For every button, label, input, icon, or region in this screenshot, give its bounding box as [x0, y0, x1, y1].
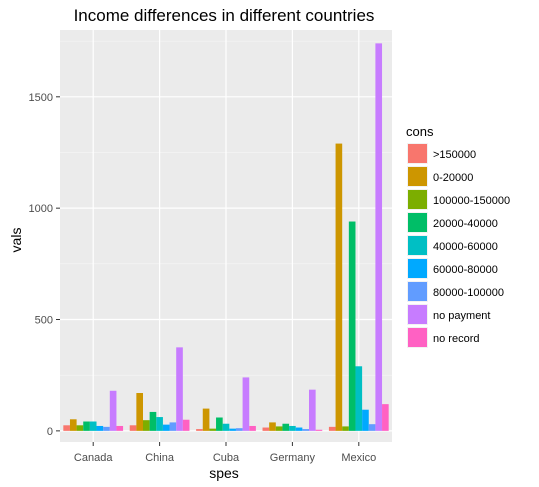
legend-label: 0-20000	[433, 172, 473, 184]
bar	[262, 427, 270, 431]
legend-label: 40000-60000	[433, 241, 498, 253]
legend-swatch	[408, 167, 427, 186]
bar	[216, 417, 223, 431]
bar	[302, 429, 309, 431]
x-tick-label: Mexico	[341, 452, 376, 464]
bar	[176, 347, 183, 431]
bar	[348, 221, 356, 431]
bar	[242, 377, 250, 431]
bar	[182, 419, 190, 431]
legend-swatch	[408, 213, 427, 232]
bar	[103, 426, 110, 431]
bar	[249, 425, 256, 431]
bar	[162, 424, 170, 431]
bar	[83, 421, 90, 431]
legend-label: >150000	[433, 149, 476, 161]
bar	[96, 425, 104, 431]
bar	[275, 426, 283, 431]
bar	[129, 425, 137, 431]
legend-swatch	[408, 144, 427, 163]
legend-label: 100000-150000	[433, 195, 510, 207]
legend-label: no record	[433, 333, 479, 345]
legend-swatch	[408, 236, 427, 255]
bar	[289, 425, 296, 431]
x-tick-label: Cuba	[213, 452, 240, 464]
y-axis-title: vals	[8, 228, 24, 253]
legend-swatch	[408, 190, 427, 209]
bar	[169, 422, 177, 431]
bar	[235, 428, 243, 431]
bar	[89, 421, 97, 431]
bar	[309, 389, 316, 431]
bar	[269, 422, 276, 431]
y-tick-label: 500	[35, 315, 53, 327]
bar	[328, 426, 336, 431]
bars	[63, 43, 389, 431]
legend-label: 20000-40000	[433, 218, 498, 230]
bar	[63, 425, 70, 431]
legend-swatch	[408, 282, 427, 301]
bar	[355, 366, 363, 431]
x-tick-label: Germany	[270, 452, 316, 464]
y-tick-label: 1500	[29, 92, 53, 104]
legend-label: no payment	[433, 310, 490, 322]
bar	[375, 43, 383, 431]
legend-label: 60000-80000	[433, 264, 498, 276]
x-axis-title: spes	[209, 465, 239, 481]
legend-label: 80000-100000	[433, 287, 504, 299]
bar	[362, 409, 369, 431]
legend-swatch	[408, 259, 427, 278]
bar	[116, 425, 124, 431]
legend-title: cons	[406, 124, 434, 139]
bar	[76, 425, 84, 431]
legend: cons >150000 0-20000 100000-150000 20000-40…	[406, 124, 510, 348]
bar	[229, 428, 236, 431]
chart-title: Income differences in different countrie…	[74, 6, 375, 25]
bar	[202, 408, 210, 431]
y-tick-label: 1000	[29, 203, 53, 215]
bar	[143, 420, 150, 431]
bar	[315, 429, 323, 431]
bar	[156, 417, 163, 431]
bar	[69, 419, 77, 431]
x-tick-label: China	[145, 452, 175, 464]
bar	[335, 143, 343, 431]
bar	[282, 423, 290, 431]
x-axis: Canada China Cuba Germany Mexico	[74, 442, 376, 464]
y-tick-label: 0	[47, 426, 53, 438]
bar	[382, 404, 389, 431]
bar	[149, 411, 157, 431]
legend-swatch	[408, 305, 427, 324]
bar	[209, 428, 217, 431]
x-tick-label: Canada	[74, 452, 113, 464]
bar	[222, 423, 230, 431]
legend-swatch	[408, 328, 427, 347]
bar	[368, 424, 376, 431]
bar	[109, 390, 117, 431]
bar	[196, 429, 203, 431]
bar	[295, 427, 303, 431]
y-axis: 0 500 1000 1500	[29, 92, 60, 438]
bar	[136, 393, 143, 431]
bar	[342, 426, 349, 431]
